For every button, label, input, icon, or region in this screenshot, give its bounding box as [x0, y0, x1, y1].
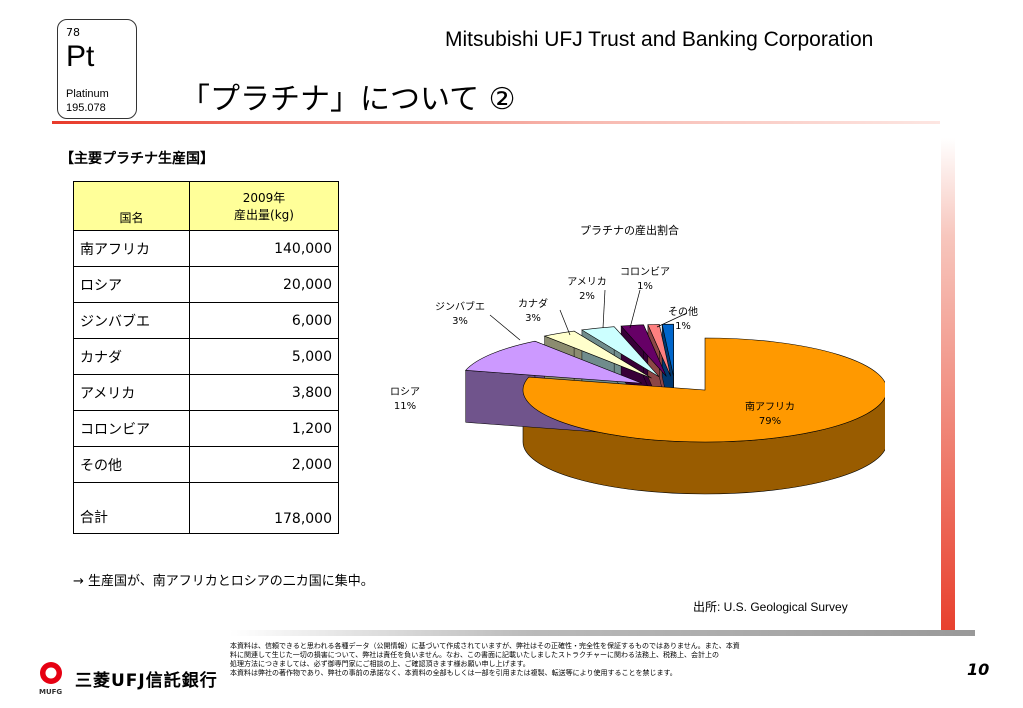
production-cell: 6,000 — [189, 302, 339, 339]
leader-line — [656, 312, 688, 328]
atomic-mass: 195.078 — [66, 102, 106, 114]
slice-label: 南アフリカ — [745, 400, 795, 413]
slice-percent: 3% — [525, 313, 541, 324]
unit-label: 産出量(kg) — [234, 208, 294, 222]
country-cell: その他 — [73, 446, 190, 483]
year-label: 2009年 — [242, 191, 286, 205]
slice-percent: 2% — [579, 291, 595, 302]
slice-label: カナダ — [518, 297, 548, 310]
bank-name: 三菱UFJ信託銀行 — [75, 671, 218, 691]
disclaimer-line: 本資料は弊社の著作物であり、弊社の事前の承諾なく、本資料の全部もしくは一部を引用… — [230, 669, 677, 677]
country-cell: 南アフリカ — [73, 230, 190, 267]
company-name: Mitsubishi UFJ Trust and Banking Corpora… — [445, 28, 874, 51]
pie-slice-0 — [522, 337, 885, 443]
element-tile: 78 Pt Platinum 195.078 — [57, 19, 137, 119]
slice-label: コロンビア — [620, 266, 670, 278]
country-cell: カナダ — [73, 338, 190, 375]
chart-title: プラチナの産出割合 — [580, 224, 679, 237]
element-symbol: Pt — [66, 40, 95, 73]
summary-note: → 生産国が、南アフリカとロシアの二カ国に集中。 — [73, 574, 374, 589]
production-cell: 1,200 — [189, 410, 339, 447]
production-cell: 2,000 — [189, 446, 339, 483]
source-citation: 出所: U.S. Geological Survey — [693, 600, 848, 614]
leader-line — [489, 314, 521, 341]
section-heading: 【主要プラチナ生産国】 — [60, 151, 214, 167]
disclaimer-line: 処理方法につきましては、必ず御専門家にご相談の上、ご確認頂きます様お願い申し上げ… — [230, 660, 530, 668]
slice-percent: 1% — [675, 321, 691, 332]
slice-label: その他 — [668, 305, 698, 318]
table-row: 南アフリカ 140,000 — [73, 230, 339, 267]
country-cell: ジンバブエ — [73, 302, 190, 339]
production-cell: 3,800 — [189, 374, 339, 411]
country-cell: コロンビア — [73, 410, 190, 447]
pie-slice-3 — [581, 326, 660, 378]
disclaimer: 本資料は、信頼できると思われる各種データ（公開情報）に基づいて作成されていますが… — [230, 642, 855, 678]
page-number: 10 — [967, 660, 990, 679]
pie-slice-5 — [647, 324, 671, 377]
slice-label: アメリカ — [567, 276, 607, 288]
slice-percent: 11% — [394, 401, 416, 412]
country-cell: アメリカ — [73, 374, 190, 411]
side-accent-bar — [941, 138, 955, 630]
element-name: Platinum — [66, 88, 109, 100]
table-row: ジンバブエ 6,000 — [73, 302, 339, 339]
mufg-logo-icon: MUFG — [39, 662, 62, 696]
production-header: 2009年 産出量(kg) — [189, 181, 339, 231]
total-row: 合計 178,000 — [73, 482, 339, 534]
slice-percent: 79% — [759, 416, 781, 427]
table-row: ロシア 20,000 — [73, 266, 339, 303]
production-table: 国名 2009年 産出量(kg) 南アフリカ 140,000 ロシア 20,000 ジン… — [73, 181, 339, 534]
pie-chart: 南アフリカ 79% ロシア 11% ジンバブエ 3% カナダ 3% アメリカ 2% コロンビア 1% そ… — [390, 266, 885, 495]
slice-label: ジンバブエ — [435, 300, 485, 313]
footer-divider — [230, 630, 975, 636]
table-row: コロンビア 1,200 — [73, 410, 339, 447]
pie-slice-1 — [465, 340, 643, 384]
disclaimer-line: 料に関連して生じた一切の損害について、弊社は責任を負いません。なお、この書面に記… — [230, 651, 719, 659]
table-row: アメリカ 3,800 — [73, 374, 339, 411]
table-header-row: 国名 2009年 産出量(kg) — [73, 181, 339, 231]
pie-slice-2 — [543, 330, 652, 379]
leader-line — [559, 309, 571, 336]
leader-line — [629, 289, 641, 329]
page-title: 「プラチナ」について ② — [180, 82, 516, 117]
total-value: 178,000 — [189, 482, 339, 534]
leader-line — [602, 289, 606, 329]
table-row: その他 2,000 — [73, 446, 339, 483]
title-divider — [52, 121, 940, 124]
slice-percent: 3% — [452, 316, 468, 327]
pie-slice-4 — [620, 324, 667, 377]
slice-label: ロシア — [390, 387, 420, 398]
atomic-number: 78 — [66, 26, 80, 39]
slice-percent: 1% — [637, 281, 653, 292]
production-cell: 20,000 — [189, 266, 339, 303]
production-cell: 140,000 — [189, 230, 339, 267]
country-cell: ロシア — [73, 266, 190, 303]
logo-sub: MUFG — [39, 688, 62, 696]
production-cell: 5,000 — [189, 338, 339, 375]
disclaimer-line: 本資料は、信頼できると思われる各種データ（公開情報）に基づいて作成されていますが… — [230, 642, 740, 650]
table-row: カナダ 5,000 — [73, 338, 339, 375]
total-label: 合計 — [73, 482, 190, 534]
country-header: 国名 — [73, 181, 190, 231]
